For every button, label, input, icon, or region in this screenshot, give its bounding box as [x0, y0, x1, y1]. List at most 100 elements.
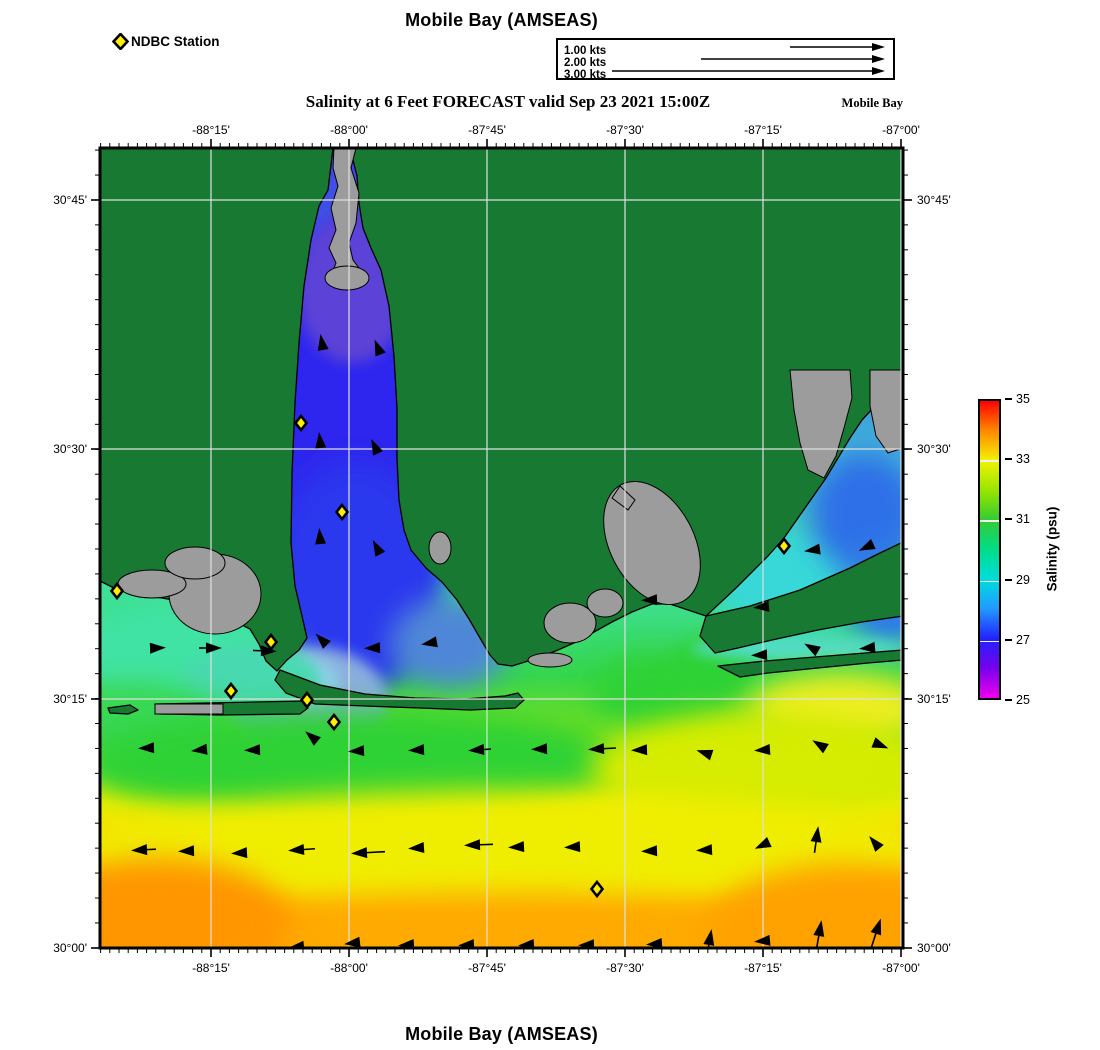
axis-ticks — [91, 139, 912, 957]
current-arrow-icon — [804, 543, 821, 555]
colorbar-gradient — [978, 399, 1001, 700]
weeks-bay — [428, 531, 452, 565]
page-title: Mobile Bay (AMSEAS) — [405, 10, 598, 30]
dauphin-island-west-gray — [154, 703, 224, 715]
speed-scale-label: 2.00 kts — [564, 57, 607, 69]
ndbc-station-marker — [589, 879, 605, 899]
ndbc-station-marker — [326, 712, 342, 732]
land-west-mainland — [100, 148, 334, 672]
current-arrow-icon — [131, 844, 157, 856]
colorbar-tick-label: 27 — [1016, 632, 1030, 647]
speed-scale-arrow-icon — [790, 43, 885, 51]
land-west-islet — [107, 704, 139, 715]
land-gulf-breeze — [699, 541, 903, 654]
colorbar-tick — [1005, 518, 1012, 521]
current-arrow-icon — [191, 743, 208, 755]
current-arrow-icon — [804, 643, 821, 657]
colorbar-gridline — [980, 640, 999, 643]
wolf-bay-2 — [586, 588, 624, 618]
current-arrow-icon — [859, 641, 876, 653]
river-delta-areas — [117, 148, 903, 715]
svg-text:-87°45': -87°45' — [468, 123, 506, 137]
colorbar-tick — [1005, 458, 1012, 461]
current-arrow-icon — [252, 645, 277, 657]
svg-text:-87°30': -87°30' — [606, 123, 644, 137]
colorbar-gridline — [980, 580, 999, 583]
svg-text:-88°15': -88°15' — [192, 961, 230, 975]
current-arrow-icon — [564, 841, 581, 853]
current-arrow-icon — [344, 936, 361, 948]
svg-text:30°45': 30°45' — [53, 193, 87, 207]
speed-scale-arrow-icon — [701, 55, 885, 63]
current-arrow-icon — [508, 841, 525, 853]
ndbc-station-marker — [776, 536, 792, 556]
ndbc-legend: NDBC Station — [112, 33, 220, 50]
current-arrow-icon — [244, 744, 261, 756]
current-arrow-icon — [641, 845, 658, 857]
current-arrow-icon — [641, 594, 658, 606]
svg-text:-87°45': -87°45' — [468, 961, 506, 975]
current-arrow-icon — [178, 845, 195, 857]
west-marsh-3 — [164, 546, 226, 580]
ndbc-station-marker — [334, 502, 350, 522]
colorbar-gridline — [980, 520, 999, 522]
ndbc-station-marker — [109, 581, 125, 601]
salinity-map: -88°15' -88°15' -88°00' -88°00' -87°45' -87°4… — [53, 123, 951, 975]
current-arrow-icon — [288, 940, 305, 948]
colorbar-tick-label: 31 — [1016, 512, 1030, 527]
region-label: Mobile Bay — [841, 96, 903, 110]
current-arrow-icon — [374, 339, 386, 357]
current-arrow-icon — [753, 600, 770, 612]
current-arrow-icon — [812, 740, 829, 754]
ndbc-station-marker — [263, 632, 279, 652]
current-arrows — [131, 334, 889, 948]
colorbar-tick — [1005, 699, 1012, 701]
colorbar-tick — [1005, 398, 1012, 400]
current-arrow-icon — [348, 745, 365, 757]
current-arrow-icon — [199, 642, 222, 654]
current-arrow-icon — [149, 642, 166, 654]
svg-text:-88°15': -88°15' — [192, 123, 230, 137]
current-arrow-icon — [754, 934, 771, 946]
current-arrow-icon — [464, 839, 494, 851]
current-arrow-icon — [631, 744, 648, 756]
colorbar-tick-label: 25 — [1016, 693, 1030, 707]
bay-head-shoal — [324, 265, 370, 291]
speed-scale-row: 1.00 kts — [564, 41, 889, 57]
perdido-bay — [603, 480, 701, 606]
wolf-bay — [543, 602, 597, 644]
current-arrow-icon — [315, 633, 331, 649]
svg-text:30°00': 30°00' — [53, 941, 87, 955]
map-border — [98, 146, 905, 950]
speed-scale-row: 2.00 kts — [564, 53, 889, 69]
svg-text:-87°30': -87°30' — [606, 961, 644, 975]
colorbar-tick-label: 29 — [1016, 572, 1030, 587]
svg-text:30°30': 30°30' — [917, 442, 951, 456]
current-arrow-icon — [408, 744, 425, 756]
ndbc-station-marker — [293, 413, 309, 433]
current-arrow-icon — [421, 636, 438, 648]
current-arrow-icon — [871, 737, 889, 749]
ndbc-stations — [109, 413, 792, 899]
current-arrow-icon — [372, 540, 386, 557]
current-arrow-icon — [138, 742, 155, 754]
speed-scale-arrow-icon — [612, 67, 885, 75]
ndbc-station-marker — [223, 681, 239, 701]
colorbar-tick-label: 33 — [1016, 452, 1030, 467]
current-arrow-icon — [869, 836, 884, 852]
svg-text:-87°15': -87°15' — [744, 123, 782, 137]
current-arrow-icon — [305, 731, 321, 746]
current-arrow-icon — [231, 847, 248, 859]
svg-text:30°15': 30°15' — [917, 692, 951, 706]
forecast-subtitle: Salinity at 6 Feet FORECAST valid Sep 23… — [305, 92, 711, 111]
svg-text:-88°00': -88°00' — [330, 123, 368, 137]
axis-labels: -88°15' -88°15' -88°00' -88°00' -87°45' -87°4… — [53, 123, 951, 975]
colorbar-gridline — [980, 460, 999, 462]
current-arrow-icon — [351, 847, 386, 859]
svg-text:30°30': 30°30' — [53, 442, 87, 456]
colorbar-tick — [1005, 578, 1012, 581]
current-arrow-icon — [813, 920, 825, 948]
blackwater-river — [869, 369, 903, 454]
ndbc-diamond-icon — [112, 33, 129, 50]
speed-scale-label: 3.00 kts — [564, 69, 607, 81]
